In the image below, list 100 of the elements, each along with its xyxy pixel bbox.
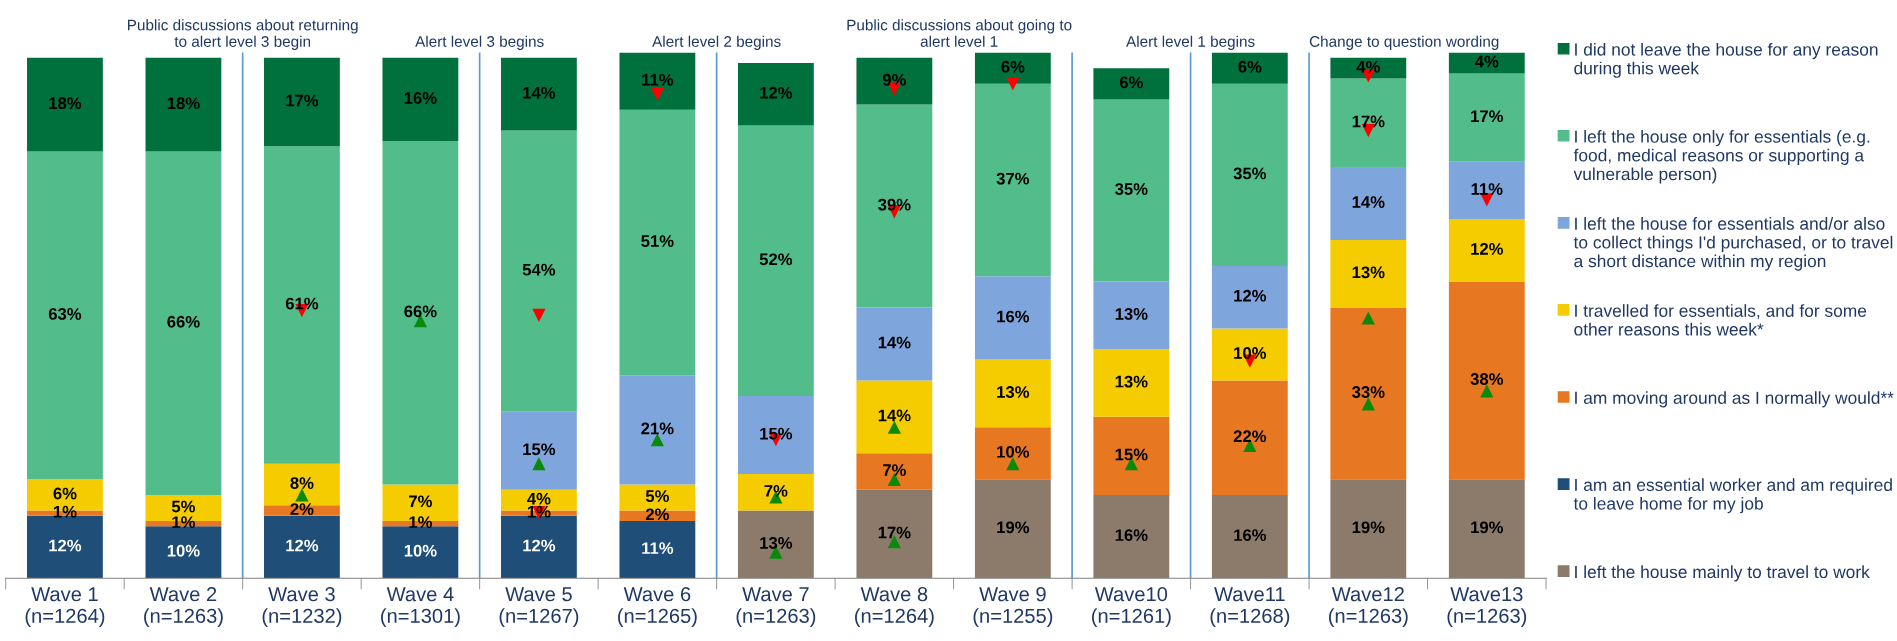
data-label: 10% <box>1234 347 1267 359</box>
data-label: 6% <box>1238 60 1262 73</box>
bar <box>1093 281 1170 350</box>
data-label: 12% <box>1471 242 1504 255</box>
data-label: 6% <box>1119 76 1143 89</box>
data-label: 1% <box>409 516 433 528</box>
data-label: 35% <box>1115 183 1148 195</box>
data-label: 11% <box>1471 183 1503 195</box>
data-label: 7% <box>409 495 433 508</box>
bar <box>27 57 103 152</box>
bar <box>974 359 1051 428</box>
bar <box>1211 494 1288 579</box>
data-label: 16% <box>404 92 437 104</box>
bar <box>737 125 814 397</box>
bar <box>264 146 340 464</box>
bar <box>1330 78 1407 168</box>
data-label: 13% <box>1352 266 1385 279</box>
bar <box>974 479 1051 579</box>
bar <box>382 141 459 485</box>
bar <box>737 396 814 475</box>
bar <box>619 375 696 485</box>
bar <box>856 57 933 105</box>
bar <box>856 380 933 454</box>
data-label: 22% <box>1233 430 1267 443</box>
data-label: 7% <box>764 485 788 497</box>
ref-line-label: Change to question wording <box>1309 35 1499 50</box>
bar <box>27 151 103 480</box>
bar <box>1211 380 1288 495</box>
data-label: 14% <box>878 409 911 422</box>
data-label: 12% <box>523 539 556 552</box>
bar <box>1093 416 1170 495</box>
data-label: 17% <box>1352 115 1385 128</box>
bar <box>264 505 340 516</box>
legend-label: I left the house only for essentials (e.g. food, medical reasons or supporting a vulnerable person) <box>1573 130 1870 184</box>
data-label: 15% <box>523 443 556 456</box>
bar <box>1093 349 1170 417</box>
data-label: 18% <box>49 97 82 110</box>
data-label: 33% <box>1352 386 1385 398</box>
x-tick-label: Wave10 (n=1261) <box>1092 587 1171 627</box>
x-tick-label: Wave 2 (n=1263) <box>144 587 223 627</box>
data-label: 1% <box>53 505 77 518</box>
bar <box>619 52 696 110</box>
data-label: 12% <box>286 539 319 552</box>
bar <box>856 453 933 490</box>
bar <box>145 57 222 152</box>
legend-label: I am moving around as I normally would** <box>1575 391 1894 408</box>
ref-line-label: Alert level 3 begins <box>415 35 544 50</box>
x-tick-label: Wave 3 (n=1232) <box>262 587 342 627</box>
data-label: 11% <box>642 73 674 86</box>
data-label: 7% <box>883 464 906 476</box>
bar <box>737 510 814 579</box>
data-label: 9% <box>882 73 906 86</box>
data-label: 18% <box>167 97 200 110</box>
bar <box>1330 167 1407 240</box>
data-label: 38% <box>1470 373 1504 385</box>
x-tick-label: Wave11 (n=1268) <box>1210 587 1290 627</box>
x-tick-label: Wave 5 (n=1267) <box>499 587 579 627</box>
data-label: 17% <box>878 526 911 539</box>
ref-line-label: Alert level 2 begins <box>652 35 781 50</box>
x-tick-label: Wave 6 (n=1265) <box>618 587 697 627</box>
data-label: 16% <box>997 310 1030 323</box>
bar <box>856 307 933 381</box>
data-label: 51% <box>641 235 674 247</box>
x-tick-label: Wave 1 (n=1264) <box>25 587 105 627</box>
bar <box>1448 73 1525 162</box>
data-label: 21% <box>641 422 674 435</box>
legend-label: I travelled for essentials, and for some other reasons this week* <box>1574 304 1867 336</box>
bar <box>974 83 1051 277</box>
data-label: 12% <box>49 539 82 552</box>
ref-line-label: Public discussions about going to alert level 1 <box>847 19 1072 47</box>
bar <box>382 57 459 142</box>
data-label: 13% <box>997 386 1030 398</box>
data-label: 12% <box>760 86 793 99</box>
bar <box>1211 83 1288 266</box>
bar <box>1448 161 1525 220</box>
data-label: 14% <box>523 86 556 99</box>
bar <box>1448 281 1525 480</box>
data-label: 66% <box>167 315 200 328</box>
bar <box>856 104 933 308</box>
bar <box>264 57 340 147</box>
x-tick-label: Wave13 (n=1263) <box>1447 587 1527 627</box>
x-tick-label: Wave12 (n=1263) <box>1328 587 1408 627</box>
data-label: 10% <box>404 544 437 557</box>
bar <box>1093 99 1170 282</box>
data-label: 2% <box>290 503 314 515</box>
bar <box>974 276 1051 360</box>
data-label: 37% <box>996 172 1030 185</box>
data-label: 4% <box>1356 60 1380 73</box>
x-tick-label: Wave 4 (n=1301) <box>381 587 460 627</box>
data-label: 6% <box>53 487 77 500</box>
legend-label: I left the house mainly to travel to work <box>1575 565 1870 582</box>
bar <box>1448 479 1525 579</box>
bar <box>1211 328 1288 381</box>
bar <box>619 109 696 376</box>
x-tick-label: Wave 8 (n=1264) <box>855 587 934 627</box>
bar <box>974 427 1051 480</box>
data-label: 66% <box>404 305 437 318</box>
data-label: 63% <box>48 308 82 320</box>
data-label: 4% <box>527 492 551 505</box>
legend-label: I left the house for essentials and/or also to collect things I'd purchased, or to travel a short distance within my region <box>1573 217 1893 271</box>
